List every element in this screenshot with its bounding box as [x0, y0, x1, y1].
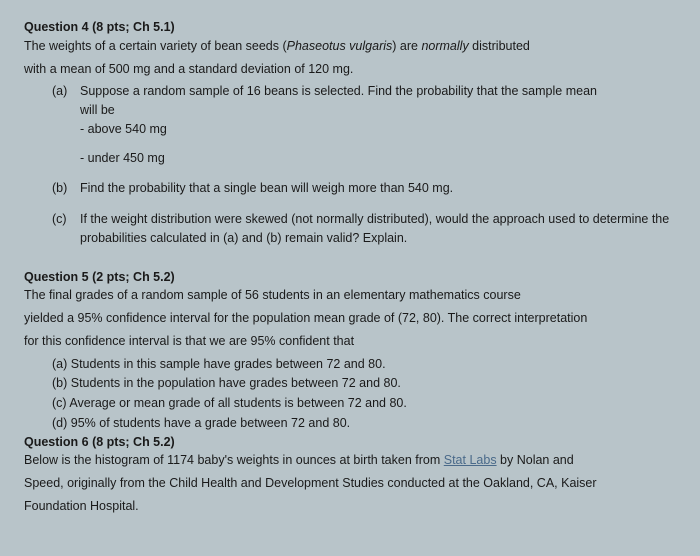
q5-opt-b: (b) Students in the population have grad…	[52, 374, 676, 393]
q4-c-text: If the weight distribution were skewed (…	[80, 210, 676, 248]
q6-header: Question 6 (8 pts; Ch 5.2)	[24, 433, 676, 452]
q5-options: (a) Students in this sample have grades …	[24, 355, 676, 433]
q4-b-text: Find the probability that a single bean …	[80, 179, 453, 198]
q4-intro-line2: with a mean of 500 mg and a standard dev…	[24, 60, 676, 79]
q5-opt-d: (d) 95% of students have a grade between…	[52, 414, 676, 433]
q4-normally: normally	[421, 39, 468, 53]
q5-opt-c: (c) Average or mean grade of all student…	[52, 394, 676, 413]
q4-part-b: (b) Find the probability that a single b…	[24, 179, 676, 198]
q6-intro3: Foundation Hospital.	[24, 497, 676, 516]
q4-a-text2: will be	[24, 101, 676, 120]
q4-intro1b: ) are	[392, 39, 421, 53]
q4-a-label: (a)	[52, 82, 80, 101]
q6-intro1b: by Nolan and	[497, 453, 574, 467]
q4-a-bullet1: - above 540 mg	[24, 120, 676, 139]
q6-intro-line1: Below is the histogram of 1174 baby's we…	[24, 451, 676, 470]
q4-intro1a: The weights of a certain variety of bean…	[24, 39, 287, 53]
question-5: Question 5 (2 pts; Ch 5.2) The final gra…	[24, 268, 676, 433]
q6-link: Stat Labs	[444, 453, 497, 467]
q5-opt-a: (a) Students in this sample have grades …	[52, 355, 676, 374]
q4-c-label: (c)	[52, 210, 80, 248]
q6-intro1a: Below is the histogram of 1174 baby's we…	[24, 453, 444, 467]
q4-a-text1: Suppose a random sample of 16 beans is s…	[80, 82, 597, 101]
q5-intro2: yielded a 95% confidence interval for th…	[24, 309, 676, 328]
q5-header: Question 5 (2 pts; Ch 5.2)	[24, 268, 676, 287]
question-4: Question 4 (8 pts; Ch 5.1) The weights o…	[24, 18, 676, 248]
q4-intro1c: distributed	[469, 39, 530, 53]
q5-intro3: for this confidence interval is that we …	[24, 332, 676, 351]
question-6: Question 6 (8 pts; Ch 5.2) Below is the …	[24, 433, 676, 516]
q4-part-a: (a) Suppose a random sample of 16 beans …	[24, 82, 676, 101]
q6-intro2: Speed, originally from the Child Health …	[24, 474, 676, 493]
q4-b-label: (b)	[52, 179, 80, 198]
q4-header: Question 4 (8 pts; Ch 5.1)	[24, 18, 676, 37]
q4-a-bullet2: - under 450 mg	[24, 149, 676, 168]
q4-intro-line1: The weights of a certain variety of bean…	[24, 37, 676, 56]
q4-part-c: (c) If the weight distribution were skew…	[24, 210, 676, 248]
q4-species: Phaseotus vulgaris	[287, 39, 393, 53]
q5-intro1: The final grades of a random sample of 5…	[24, 286, 676, 305]
